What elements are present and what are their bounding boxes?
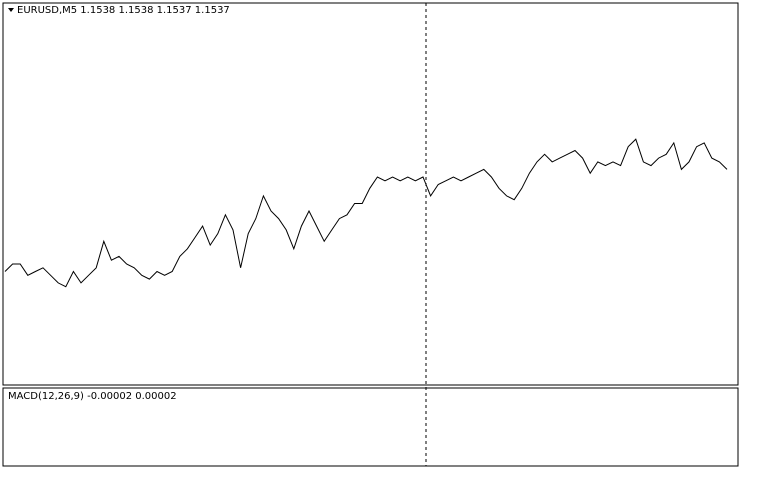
data-layer [4,138,728,288]
macd-header: MACD(12,26,9) -0.00002 0.00002 [8,391,177,402]
macd-panel [2,387,739,467]
symbol-header: EURUSD,M5 1.1538 1.1538 1.1537 1.1537 [17,5,230,16]
price-panel [2,2,739,386]
dropdown-icon[interactable] [8,8,14,12]
price-line [4,138,728,288]
